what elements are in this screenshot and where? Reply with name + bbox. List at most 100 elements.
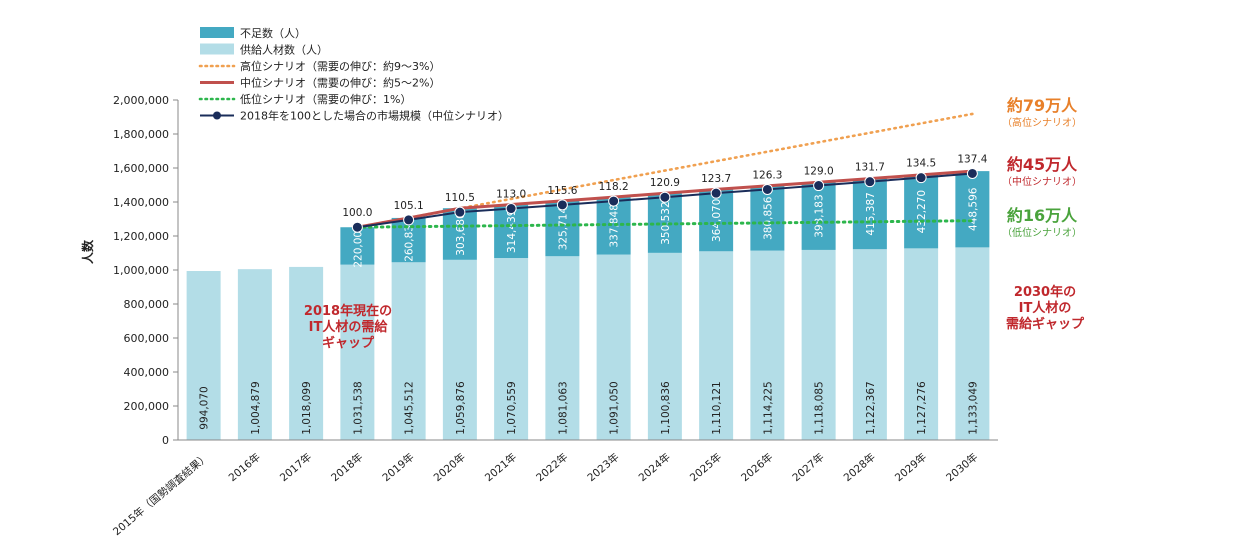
- x-tick-label: 2022年: [533, 450, 570, 484]
- y-tick-label: 1,200,000: [113, 230, 169, 243]
- scenario-gap-value: 約79万人: [1007, 96, 1078, 115]
- y-axis-label: 人数: [80, 239, 95, 264]
- bar-supply-value-label: 1,091,050: [609, 381, 621, 434]
- scenario-gap-caption: （高位シナリオ）: [1002, 116, 1082, 129]
- legend-marker: [213, 112, 221, 120]
- x-tick-label: 2024年: [636, 450, 673, 484]
- market-index-point: [865, 177, 875, 187]
- x-tick-label: 2023年: [585, 450, 622, 484]
- gap-2018-annotation: 2018年現在の: [304, 303, 392, 319]
- scenario-gap-caption: （低位シナリオ）: [1002, 226, 1082, 239]
- market-index-point: [352, 222, 362, 232]
- market-index-point: [557, 200, 567, 210]
- bar-supply-value-label: 1,100,836: [660, 381, 672, 435]
- bar-supply-value-label: 1,114,225: [762, 381, 774, 434]
- market-index-label: 113.0: [496, 189, 526, 201]
- bar-shortage-value-label: 325,714: [557, 207, 569, 251]
- legend-label: 低位シナリオ（需要の伸び：1%）: [240, 92, 411, 106]
- market-index-label: 118.2: [599, 181, 629, 193]
- gap-2030-annotation: IT人材の: [1019, 300, 1072, 316]
- market-index-label: 110.5: [445, 192, 475, 204]
- gap-2030-annotation: 2030年の: [1014, 284, 1076, 300]
- market-index-label: 129.0: [804, 166, 834, 178]
- bar-supply-value-label: 1,081,063: [557, 381, 569, 434]
- y-tick-label: 1,600,000: [113, 162, 169, 175]
- market-index-label: 100.0: [342, 207, 372, 219]
- gap-2018-annotation: IT人材の需給: [309, 319, 389, 335]
- market-index-point: [711, 188, 721, 198]
- x-tick-label: 2029年: [892, 450, 929, 484]
- y-tick-label: 1,000,000: [113, 264, 169, 277]
- x-tick-label: 2015年（国勢調査結果）: [110, 450, 211, 538]
- scenario-gap-value: 約45万人: [1007, 155, 1078, 174]
- bar-supply-value-label: 1,045,512: [404, 381, 416, 434]
- market-index-point: [814, 181, 824, 191]
- y-tick-label: 1,400,000: [113, 196, 169, 209]
- bar-supply-value-label: 1,059,876: [455, 381, 467, 435]
- bar-supply-value-label: 1,118,085: [814, 381, 826, 434]
- bar-supply-value-label: 1,031,538: [352, 381, 364, 434]
- market-index-point: [967, 168, 977, 178]
- market-index-label: 123.7: [701, 173, 731, 185]
- market-index-point: [609, 196, 619, 206]
- legend-swatch: [200, 27, 234, 38]
- y-tick-label: 0: [162, 434, 169, 447]
- bar-supply-value-label: 1,127,276: [916, 381, 928, 435]
- bar-supply-value-label: 994,070: [199, 386, 211, 429]
- legend-label: 中位シナリオ（需要の伸び：約5～2%）: [240, 76, 440, 90]
- bar-shortage-value-label: 398,183: [814, 194, 826, 237]
- bar-supply-value-label: 1,018,099: [301, 381, 313, 434]
- x-tick-label: 2019年: [380, 450, 417, 484]
- market-index-point: [916, 173, 926, 183]
- bar-shortage-value-label: 448,596: [967, 187, 979, 231]
- market-index-label: 115.6: [547, 185, 577, 197]
- gap-2018-annotation: ギャップ: [322, 335, 375, 351]
- x-tick-label: 2017年: [277, 450, 314, 484]
- market-index-point: [506, 204, 516, 214]
- x-tick-label: 2020年: [431, 450, 468, 484]
- x-tick-label: 2025年: [687, 450, 724, 484]
- scenario-gap-value: 約16万人: [1007, 206, 1078, 225]
- market-index-point: [404, 215, 414, 225]
- market-index-point: [660, 192, 670, 202]
- bar-supply-value-label: 1,004,879: [250, 381, 262, 434]
- market-index-point: [455, 207, 465, 217]
- legend-swatch: [200, 44, 234, 55]
- x-tick-label: 2030年: [943, 450, 980, 484]
- x-tick-label: 2018年: [328, 450, 365, 484]
- legend-label: 供給人材数（人）: [240, 43, 328, 57]
- x-tick-label: 2021年: [482, 450, 519, 484]
- y-tick-label: 800,000: [124, 298, 170, 311]
- bar-shortage-value-label: 314,439: [506, 210, 518, 253]
- bar-shortage-value-label: 380,856: [762, 196, 774, 240]
- bar-supply-value-label: 1,070,559: [506, 381, 518, 434]
- legend-label: 不足数（人）: [240, 27, 306, 40]
- bar-shortage-value-label: 364,070: [711, 199, 723, 242]
- market-index-point: [762, 184, 772, 194]
- legend-label: 2018年を100とした場合の市場規模（中位シナリオ）: [240, 109, 509, 123]
- y-tick-label: 2,000,000: [113, 94, 169, 107]
- x-tick-label: 2026年: [738, 450, 775, 484]
- bar-supply-value-label: 1,133,049: [967, 381, 979, 434]
- scenario-gap-caption: （中位シナリオ）: [1002, 175, 1082, 188]
- gap-2030-annotation: 需給ギャップ: [1006, 316, 1085, 332]
- x-tick-label: 2016年: [226, 450, 263, 484]
- bar-supply-value-label: 1,110,121: [711, 381, 723, 434]
- market-index-label: 105.1: [394, 200, 424, 212]
- market-index-label: 120.9: [650, 177, 680, 189]
- legend-label: 高位シナリオ（需要の伸び：約9～3%）: [240, 59, 440, 73]
- bar-shortage-value-label: 415,387: [865, 192, 877, 235]
- bar-shortage-value-label: 432,270: [916, 190, 928, 233]
- bar-shortage-value-label: 303,680: [455, 212, 467, 255]
- market-index-label: 137.4: [957, 153, 987, 165]
- market-index-label: 131.7: [855, 162, 885, 174]
- bar-supply-value-label: 1,122,367: [865, 381, 877, 434]
- market-index-label: 126.3: [752, 169, 782, 181]
- y-tick-label: 200,000: [124, 400, 170, 413]
- y-tick-label: 400,000: [124, 366, 170, 379]
- x-tick-label: 2027年: [790, 450, 827, 484]
- market-index-label: 134.5: [906, 158, 936, 170]
- y-tick-label: 1,800,000: [113, 128, 169, 141]
- x-tick-label: 2028年: [841, 450, 878, 484]
